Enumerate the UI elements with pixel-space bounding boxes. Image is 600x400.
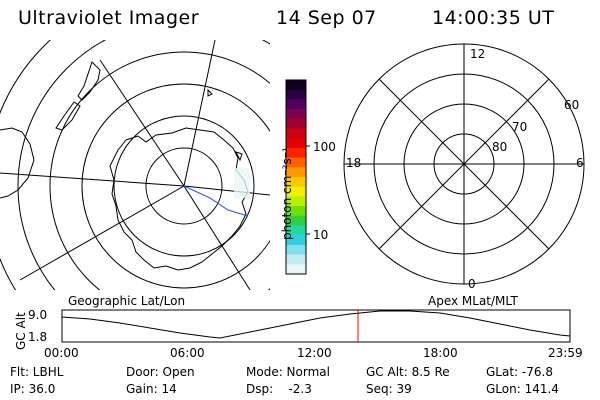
coastline-new-zealand bbox=[77, 61, 101, 101]
lat-circle bbox=[17, 40, 270, 290]
mlt-label-12: 12 bbox=[470, 47, 486, 61]
colorbar-frame bbox=[285, 79, 307, 275]
xtick-0600: 06:00 bbox=[170, 346, 205, 360]
xtick-1200: 12:00 bbox=[297, 346, 332, 360]
colorbar-tick-10: 10 bbox=[313, 228, 329, 242]
colorbar-stripe bbox=[286, 157, 306, 168]
terminator-line bbox=[183, 185, 249, 217]
emission-glow bbox=[234, 168, 250, 198]
meridian-line bbox=[0, 172, 185, 187]
mlt-line bbox=[378, 78, 550, 250]
geographic-map-label: Geographic Lat/Lon bbox=[68, 294, 186, 308]
colorbar bbox=[285, 79, 310, 275]
magnetic-map bbox=[343, 43, 585, 285]
xtick-1800: 18:00 bbox=[423, 346, 458, 360]
colorbar-stripe bbox=[286, 99, 306, 110]
status-seq: Seq: 39 bbox=[366, 382, 412, 396]
xtick-0000: 00:00 bbox=[44, 346, 79, 360]
header-date: 14 Sep 07 bbox=[276, 7, 377, 29]
colorbar-stripe bbox=[286, 244, 306, 256]
colorbar-stripe bbox=[286, 138, 306, 149]
colorbar-stripe bbox=[286, 215, 306, 226]
colorbar-stripe bbox=[286, 177, 306, 188]
mlat-label-60: 60 bbox=[564, 98, 580, 112]
colorbar-stripe bbox=[286, 196, 306, 207]
colorbar-stripe bbox=[286, 89, 306, 100]
altitude-plot bbox=[61, 309, 571, 343]
coastline-australia bbox=[0, 127, 35, 199]
status-gain: Gain: 14 bbox=[126, 382, 177, 396]
geographic-map bbox=[0, 40, 270, 290]
mlt-label-18: 18 bbox=[346, 156, 362, 170]
status-flt: Flt: LBHL bbox=[10, 365, 64, 379]
status-door: Door: Open bbox=[126, 365, 195, 379]
lat-circle bbox=[49, 51, 270, 290]
lat-circle bbox=[145, 147, 223, 225]
coastline-new-zealand bbox=[55, 101, 81, 131]
altitude-plot-frame bbox=[61, 309, 571, 343]
colorbar-stripe bbox=[286, 264, 306, 275]
colorbar-stripe bbox=[286, 235, 306, 246]
colorbar-stripe bbox=[286, 254, 306, 265]
colorbar-stripe bbox=[286, 167, 306, 178]
meridian-line bbox=[183, 185, 251, 290]
colorbar-tick-100: 100 bbox=[313, 140, 336, 154]
magnetic-map-label: Apex MLat/MLT bbox=[428, 294, 518, 308]
altitude-ylabel: GC Alt bbox=[14, 312, 28, 350]
status-glon: GLon: 141.4 bbox=[486, 382, 559, 396]
colorbar-stripe bbox=[286, 206, 306, 217]
xtick-2359: 23:59 bbox=[548, 346, 583, 360]
mlt-label-6: 6 bbox=[576, 156, 584, 170]
altitude-ytick-bottom: 1.8 bbox=[28, 330, 48, 344]
colorbar-unit-label: photon cm⁻²s⁻¹ bbox=[280, 147, 294, 240]
mlat-label-70: 70 bbox=[512, 120, 528, 134]
altitude-ytick-top: 9.0 bbox=[28, 308, 48, 322]
coastline-antarctica bbox=[109, 127, 249, 271]
meridian-line bbox=[99, 59, 185, 187]
status-dsp: Dsp: -2.3 bbox=[246, 382, 312, 396]
status-gc-alt: GC Alt: 8.5 Re bbox=[366, 365, 450, 379]
meridian-line bbox=[183, 185, 270, 196]
instrument-title: Ultraviolet Imager bbox=[18, 7, 200, 29]
coastline-island bbox=[235, 151, 243, 162]
status-ip: IP: 36.0 bbox=[10, 382, 56, 396]
coastline-island bbox=[207, 88, 213, 97]
colorbar-stripe bbox=[286, 147, 306, 159]
altitude-curve bbox=[61, 310, 571, 339]
meridian-line bbox=[183, 40, 216, 187]
colorbar-stripe bbox=[286, 118, 306, 129]
lat-circle bbox=[113, 115, 255, 257]
colorbar-stripe bbox=[286, 80, 306, 91]
lat-circle bbox=[81, 83, 270, 289]
status-mode: Mode: Normal bbox=[246, 365, 330, 379]
status-glat: GLat: -76.8 bbox=[486, 365, 553, 379]
colorbar-stripe bbox=[286, 186, 306, 197]
colorbar-stripe bbox=[286, 128, 306, 139]
colorbar-stripe bbox=[286, 109, 306, 120]
colorbar-stripe bbox=[286, 225, 306, 236]
lat-circle bbox=[0, 40, 52, 290]
mlt-label-0: 0 bbox=[468, 277, 476, 291]
header-time: 14:00:35 UT bbox=[432, 7, 555, 29]
mlat-label-80: 80 bbox=[492, 140, 508, 154]
meridian-line bbox=[19, 185, 185, 281]
